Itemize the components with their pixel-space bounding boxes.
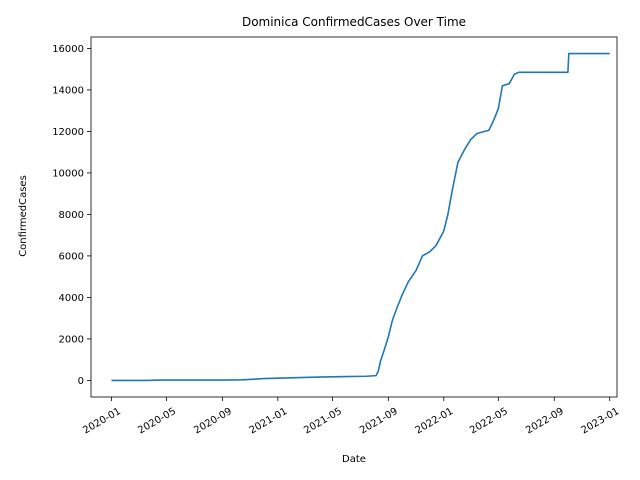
x-tick-label: 2023-01 xyxy=(580,406,622,436)
y-tick-label: 2000 xyxy=(59,334,84,345)
y-tick-label: 4000 xyxy=(59,293,84,304)
y-tick-label: 8000 xyxy=(59,210,84,221)
y-axis-ticks: 0 2000 4000 6000 8000 10000 12000 14000 16000 xyxy=(52,44,91,387)
x-tick-label: 2020-01 xyxy=(81,406,123,436)
chart-title: Dominica ConfirmedCases Over Time xyxy=(242,15,466,29)
x-axis-ticks: 2020-01 2020-05 2020-09 2021-01 2021-05 2021-… xyxy=(81,397,621,436)
series-line xyxy=(111,52,610,382)
x-tick-label: 2021-09 xyxy=(358,406,400,436)
y-tick-label: 0 xyxy=(78,376,84,387)
x-axis-label: Date xyxy=(342,454,366,465)
y-axis-label: ConfirmedCases xyxy=(18,175,29,257)
x-tick-label: 2022-01 xyxy=(414,406,456,436)
x-tick-label: 2020-05 xyxy=(136,406,178,436)
y-tick-label: 14000 xyxy=(52,85,84,96)
y-tick-label: 12000 xyxy=(52,127,84,138)
x-tick-label: 2021-01 xyxy=(248,406,290,436)
y-tick-label: 10000 xyxy=(52,168,84,179)
x-tick-label: 2021-05 xyxy=(302,406,344,436)
series-layer xyxy=(111,52,610,382)
x-tick-label: 2020-09 xyxy=(192,406,234,436)
y-tick-label: 6000 xyxy=(59,251,84,262)
x-tick-label: 2022-05 xyxy=(468,406,510,436)
y-tick-label: 16000 xyxy=(52,44,84,55)
plot-frame xyxy=(90,36,618,398)
x-tick-label: 2022-09 xyxy=(524,406,566,436)
